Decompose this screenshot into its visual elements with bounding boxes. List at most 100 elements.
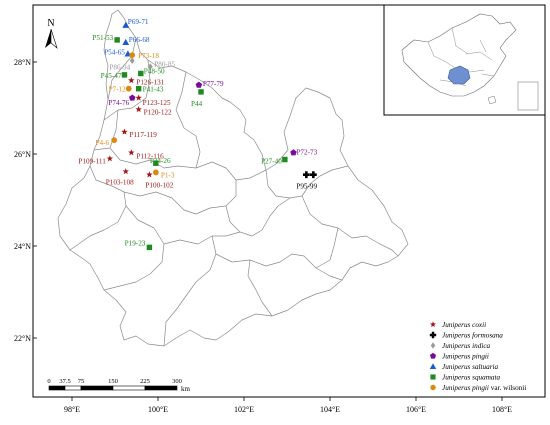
diamond-marker-icon <box>430 342 436 349</box>
legend-item-pingii: Juniperus pingii <box>429 352 489 361</box>
site-marker: P45-47 <box>101 72 128 80</box>
circle-marker-icon <box>125 85 132 92</box>
lat-tick-label: 22°N <box>14 334 31 343</box>
site-marker: P24-26 <box>150 157 171 166</box>
scale-segment <box>64 385 82 391</box>
pentagon-marker-icon <box>128 94 136 101</box>
legend-species-name: Juniperus coxii <box>442 321 486 329</box>
north-label: N <box>47 18 54 29</box>
site-label: P54-65 <box>104 49 125 57</box>
inset-south-sea-box <box>517 81 539 111</box>
latitude-axis: 28°N 26°N 24°N 22°N <box>14 58 37 343</box>
legend-label: Juniperus formosana <box>442 332 503 340</box>
site-label: P48-50 <box>144 68 165 76</box>
legend-name-suffix: var. wilsonii <box>489 384 526 392</box>
site-label: P1-3 <box>161 171 175 179</box>
site-marker: P69-71 <box>122 18 149 28</box>
legend-species-name: Juniperus pingii <box>442 384 489 392</box>
lon-tick-label: 108°E <box>492 405 512 414</box>
legend: Juniperus coxii Juniperus formosana Junipe… <box>429 321 526 392</box>
site-label: P51-53 <box>92 34 113 42</box>
inset-hainan <box>487 95 497 105</box>
prefecture-line <box>215 253 343 281</box>
scale-tick-label: 300 <box>172 378 182 385</box>
site-label: P4-6 <box>96 139 110 147</box>
prefecture-line <box>301 195 399 257</box>
site-marker: P100-102 <box>145 171 174 190</box>
square-marker-icon <box>430 374 436 380</box>
legend-item-coxii: Juniperus coxii <box>429 321 486 329</box>
triangle-marker-icon <box>429 363 437 370</box>
legend-item-wilsonii: Juniperus pingii var. wilsonii <box>430 384 526 392</box>
legend-label: Juniperus coxii <box>442 321 486 329</box>
site-marker: P41-43 <box>135 86 164 94</box>
prefecture-line <box>265 169 291 199</box>
site-marker: P48-50 <box>138 68 165 77</box>
star-marker-icon <box>135 105 142 113</box>
lon-tick-label: 98°E <box>64 405 80 414</box>
province-outline <box>57 9 409 347</box>
site-label: P112-116 <box>136 153 164 161</box>
site-label: P74-76 <box>108 99 129 107</box>
legend-item-saltuaria: Juniperus saltuaria <box>429 363 499 371</box>
star-marker-icon <box>146 171 153 178</box>
scale-segment <box>48 385 66 391</box>
star-marker-icon <box>128 77 135 84</box>
site-marker: P120-122 <box>135 105 172 116</box>
diamond-marker-icon <box>129 57 135 65</box>
legend-species-name: Juniperus saltuaria <box>442 363 499 371</box>
site-label: P117-119 <box>129 131 157 139</box>
star-marker-icon <box>121 128 128 135</box>
star-marker-icon <box>135 94 142 101</box>
scale-tick-label: 225 <box>140 378 150 385</box>
site-marker: P7-12 <box>109 86 132 94</box>
square-marker-icon <box>282 156 288 163</box>
site-label: P44 <box>191 100 203 108</box>
site-marker: P95-99 <box>296 171 318 191</box>
north-arrow-half <box>50 28 58 49</box>
circle-marker-icon <box>129 52 136 58</box>
site-label: P72-73 <box>296 149 317 157</box>
square-marker-icon <box>121 72 128 78</box>
site-label: P27-40 <box>261 158 282 166</box>
legend-item-formosana: Juniperus formosana <box>429 331 503 340</box>
legend-species-name: Juniperus pingii <box>442 353 489 361</box>
legend-species-name: Juniperus formosana <box>442 332 503 340</box>
lat-tick-label: 24°N <box>14 242 31 251</box>
pentagon-marker-icon <box>195 81 203 88</box>
site-label: P73-18 <box>138 52 159 60</box>
site-label: P109-111 <box>78 158 106 166</box>
site-marker: P74-76 <box>108 94 136 107</box>
legend-label: Juniperus pingii var. wilsonii <box>442 384 526 392</box>
scale-tick-label: 0 <box>47 378 50 385</box>
diamond-marker-icon <box>147 63 153 70</box>
prefecture-line <box>315 227 339 269</box>
site-label: P80-85 <box>154 61 175 69</box>
site-marker: P86-94 <box>109 57 135 72</box>
triangle-marker-icon <box>122 21 130 28</box>
site-marker: P77-79 <box>195 80 224 88</box>
lat-tick-label: 28°N <box>14 58 31 67</box>
site-marker: P103-108 <box>106 168 134 186</box>
legend-label: Juniperus squamata <box>442 374 501 382</box>
site-marker: P19-23 <box>125 239 153 251</box>
cross-marker-icon <box>302 171 310 179</box>
square-marker-icon <box>146 244 153 251</box>
cross-marker-icon <box>309 171 317 179</box>
cross-marker-icon <box>429 331 437 339</box>
circle-marker-icon <box>152 169 159 176</box>
site-label: P95-99 <box>296 183 317 191</box>
prefecture-line <box>163 235 217 347</box>
square-marker-icon <box>138 70 144 77</box>
legend-label: Juniperus pingii <box>442 353 489 361</box>
pentagon-marker-icon <box>429 352 437 359</box>
scale-unit: km <box>181 385 191 393</box>
prefecture-line <box>107 37 137 101</box>
site-marker: P44 <box>191 89 204 108</box>
legend-species-name: Juniperus indica <box>442 342 491 350</box>
circle-marker-icon <box>430 384 436 391</box>
site-marker: P27-40 <box>261 156 288 166</box>
star-marker-icon <box>106 155 114 162</box>
site-marker: P4-6 <box>96 137 118 147</box>
